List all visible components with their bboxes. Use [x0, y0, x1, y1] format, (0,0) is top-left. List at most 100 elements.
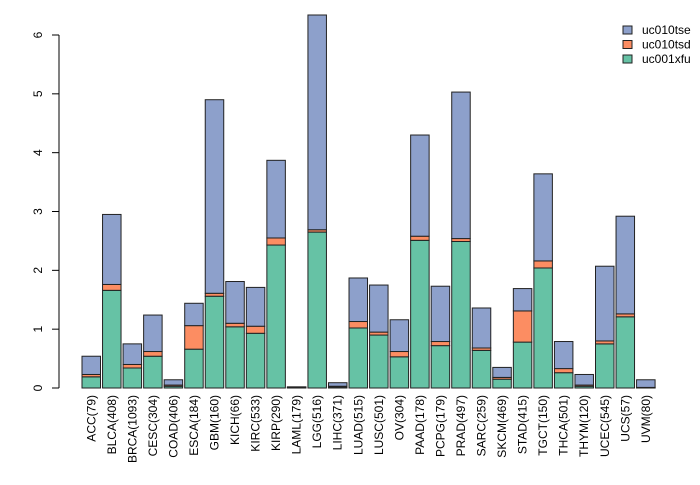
- bar-segment-uc001xfu: [102, 289, 122, 389]
- bar-segment-uc010tsd: [553, 368, 574, 374]
- x-tick-label: ESCA(184): [187, 395, 201, 456]
- bar-segment-uc001xfu: [81, 376, 101, 389]
- x-tick-label: COAD(406): [166, 395, 180, 458]
- x-tick-label: GBM(160): [207, 395, 221, 450]
- bar-segment-uc001xfu: [122, 367, 143, 389]
- bar-segment-uc010tse: [595, 265, 615, 342]
- bar-segment-uc001xfu: [451, 241, 471, 389]
- bar-segment-uc010tsd: [184, 325, 204, 350]
- bar-segment-uc001xfu: [184, 348, 204, 389]
- y-tick-label: 3: [31, 208, 45, 215]
- bar-segment-uc010tsd: [533, 260, 553, 269]
- x-tick-label: SKCM(469): [495, 395, 509, 458]
- y-tick-label: 0: [31, 384, 45, 391]
- bar-segment-uc001xfu: [143, 355, 163, 389]
- bar-segment-uc001xfu: [369, 334, 389, 389]
- bar-segment-uc001xfu: [225, 326, 245, 389]
- x-tick-label: UCEC(545): [598, 395, 612, 457]
- x-tick-label: STAD(415): [516, 395, 530, 454]
- x-tick-label: KIRC(533): [249, 395, 263, 452]
- x-tick-label: TGCT(150): [536, 395, 550, 456]
- bar-segment-uc001xfu: [245, 332, 266, 389]
- bars: [81, 14, 656, 389]
- y-tick-label: 5: [31, 90, 45, 97]
- bar-segment-uc010tsd: [430, 341, 451, 347]
- bar-segment-uc001xfu: [595, 343, 615, 389]
- bar-segment-uc010tse: [615, 215, 636, 315]
- x-tick-label: OV(304): [392, 395, 406, 440]
- legend-swatch: [622, 40, 633, 49]
- x-tick-label: UVM(80): [639, 395, 653, 443]
- bar-segment-uc010tse: [492, 366, 512, 378]
- bar-segment-uc010tsd: [143, 351, 163, 357]
- x-tick-label: UCS(57): [618, 395, 632, 442]
- legend-label: uc010tsd: [642, 38, 691, 52]
- bar-segment-uc010tse: [81, 355, 101, 375]
- bar-segment-uc001xfu: [615, 316, 636, 389]
- bar-segment-uc010tsd: [102, 283, 122, 291]
- x-tick-label: ACC(79): [84, 395, 98, 442]
- x-tick-label: KICH(66): [228, 395, 242, 445]
- bar-segment-uc001xfu: [204, 295, 225, 389]
- bar-segment-uc010tsd: [410, 235, 430, 241]
- bar-segment-uc010tse: [512, 288, 533, 312]
- x-tick-label: LIHC(371): [331, 395, 345, 450]
- legend-swatch: [622, 54, 633, 64]
- x-tick-label: THCA(501): [557, 395, 571, 456]
- bar-segment-uc010tsd: [266, 237, 286, 246]
- legend-label: uc010tse: [642, 23, 691, 37]
- bar-segment-uc010tse: [102, 213, 122, 285]
- y-tick-label: 2: [31, 267, 45, 274]
- bar-segment-uc001xfu: [492, 378, 512, 389]
- bar-segment-uc010tse: [636, 379, 656, 388]
- bar-segment-uc010tsd: [512, 310, 533, 343]
- bar-segment-uc001xfu: [389, 356, 410, 389]
- bar-segment-uc010tse: [410, 134, 430, 237]
- bar-segment-uc010tse: [451, 91, 471, 240]
- x-tick-label: CESC(304): [146, 395, 160, 456]
- x-tick-label: PAAD(178): [413, 395, 427, 455]
- bar-segment-uc010tsd: [225, 322, 245, 328]
- bar-segment-uc001xfu: [266, 244, 286, 389]
- bar-segment-uc001xfu: [553, 372, 574, 389]
- bar-segment-uc001xfu: [307, 231, 327, 389]
- x-tick-label: LUSC(501): [372, 395, 386, 455]
- y-tick-label: 6: [31, 31, 45, 38]
- bar-segment-uc010tse: [389, 319, 410, 353]
- x-tick-label: BLCA(408): [105, 395, 119, 454]
- x-tick-label: SARC(259): [475, 395, 489, 456]
- bar-segment-uc001xfu: [348, 327, 369, 389]
- bar-segment-uc001xfu: [512, 341, 533, 389]
- bar-segment-uc010tse: [348, 277, 369, 323]
- bar-segment-uc010tsd: [348, 321, 369, 329]
- x-tick-label: LUAD(515): [351, 395, 365, 455]
- bar-segment-uc010tse: [533, 173, 553, 262]
- bar-segment-uc010tse: [245, 286, 266, 327]
- y-axis: 0 1 2 3 4 5 6: [31, 31, 60, 391]
- bar-segment-uc010tse: [204, 99, 225, 294]
- bar-segment-uc010tse: [327, 382, 348, 387]
- x-tick-label: BRCA(1093): [125, 395, 139, 463]
- x-tick-label: THYM(120): [577, 395, 591, 457]
- x-tick-label: LGG(516): [310, 395, 324, 448]
- bar-segment-uc010tse: [184, 302, 204, 327]
- x-tick-labels: ACC(79) BLCA(408) BRCA(1093) CESC(304) COAD(…: [84, 395, 653, 463]
- bar-segment-uc001xfu: [410, 239, 430, 389]
- bar-segment-uc010tse: [369, 284, 389, 333]
- legend-label: uc001xfu: [642, 52, 691, 66]
- y-tick-label: 4: [31, 149, 45, 156]
- bar-segment-uc010tsd: [245, 325, 266, 334]
- bar-segment-uc001xfu: [471, 349, 492, 389]
- bar-segment-uc010tse: [471, 307, 492, 349]
- bar-segment-uc001xfu: [430, 345, 451, 389]
- y-tick-label: 1: [31, 326, 45, 333]
- x-tick-label: KIRP(290): [269, 395, 283, 451]
- bar-segment-uc010tsd: [122, 363, 143, 369]
- bar-segment-uc010tse: [286, 386, 307, 388]
- bar-segment-uc010tse: [553, 341, 574, 370]
- x-tick-label: LAML(179): [290, 395, 304, 454]
- bar-segment-uc010tse: [266, 159, 286, 239]
- bar-segment-uc010tse: [163, 379, 184, 386]
